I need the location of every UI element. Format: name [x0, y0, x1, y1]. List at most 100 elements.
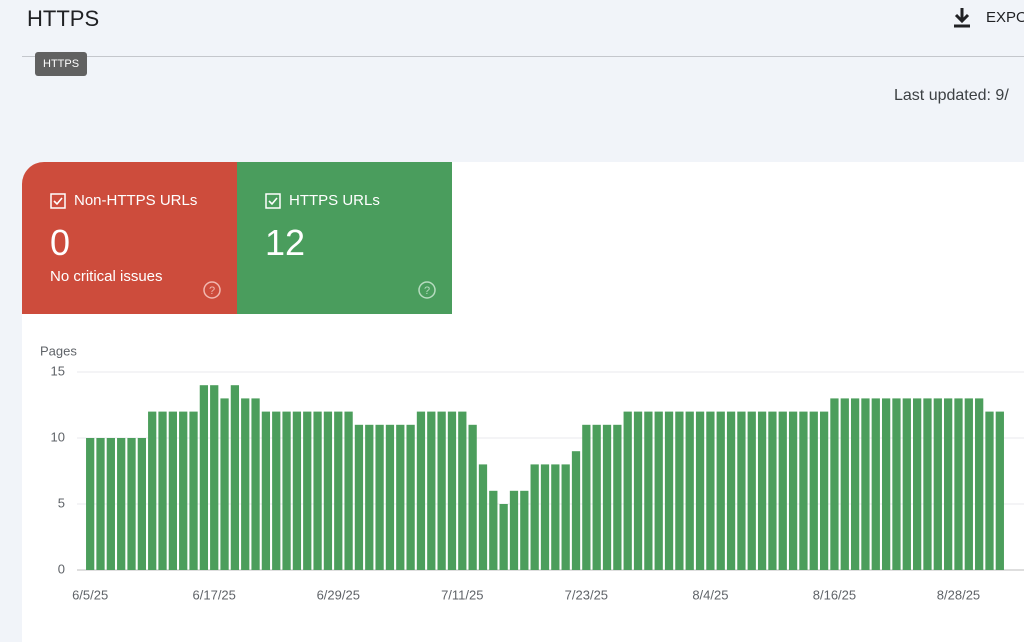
bar: [602, 424, 612, 570]
page-title: HTTPS: [27, 6, 100, 31]
bar: [757, 411, 767, 570]
bar: [148, 411, 157, 570]
bar: [520, 490, 529, 570]
bar: [437, 411, 446, 570]
bar: [458, 411, 467, 570]
bar: [344, 411, 353, 570]
bar: [375, 424, 384, 570]
bar: [571, 451, 581, 570]
bar: [685, 411, 694, 570]
bar: [819, 411, 829, 570]
bar: [179, 411, 188, 570]
bar: [954, 398, 963, 570]
card-non-https[interactable]: Non-HTTPS URLs 0 No critical issues ?: [22, 162, 237, 314]
bar: [241, 398, 250, 570]
bar: [964, 398, 973, 570]
bar: [644, 411, 653, 570]
card-label: Non-HTTPS URLs: [74, 192, 198, 209]
bar: [726, 411, 736, 570]
bar: [778, 411, 787, 570]
bar: [902, 398, 911, 570]
x-tick-label: 8/16/25: [813, 587, 856, 602]
card-https[interactable]: HTTPS URLs 12 ?: [237, 162, 452, 314]
y-tick-label: 15: [51, 363, 65, 378]
bar: [127, 438, 136, 570]
bar: [716, 411, 725, 570]
x-tick-label: 6/5/25: [72, 587, 108, 602]
bar: [427, 411, 436, 570]
bar: [861, 398, 870, 570]
y-tick-label: 5: [58, 495, 65, 510]
bar: [706, 411, 715, 570]
x-tick-label: 8/4/25: [692, 587, 728, 602]
bar: [385, 424, 395, 570]
bar: [499, 504, 508, 570]
bar: [933, 398, 942, 570]
svg-text:?: ?: [209, 285, 215, 297]
bar: [406, 424, 415, 570]
bar: [561, 464, 570, 570]
bar: [623, 411, 632, 570]
bar: [799, 411, 808, 570]
divider: [22, 56, 1024, 57]
x-tick-label: 6/29/25: [317, 587, 360, 602]
bar: [985, 411, 994, 570]
bar: [220, 398, 229, 570]
bar: [995, 411, 1004, 570]
bar: [261, 411, 271, 570]
bar: [189, 411, 198, 570]
bar: [551, 464, 560, 570]
bar: [975, 398, 984, 570]
help-icon[interactable]: ?: [417, 280, 437, 300]
card-value: 0: [50, 222, 71, 263]
bar: [871, 398, 880, 570]
tooltip: HTTPS: [35, 52, 88, 76]
bar: [788, 411, 798, 570]
bar: [654, 411, 663, 570]
bar: [447, 411, 457, 570]
y-tick-label: 0: [58, 561, 65, 576]
bar: [613, 424, 622, 570]
bar: [230, 385, 240, 570]
bar: [313, 411, 322, 570]
export-label: EXPO: [986, 8, 1024, 26]
bar: [365, 424, 374, 570]
y-tick-label: 10: [51, 429, 65, 444]
card-label: HTTPS URLs: [289, 192, 380, 209]
checkbox[interactable]: [265, 192, 281, 209]
x-tick-label: 8/28/25: [937, 587, 980, 602]
bar: [923, 398, 932, 570]
checkbox[interactable]: [50, 192, 66, 209]
bar: [540, 464, 550, 570]
bar: [830, 398, 839, 570]
x-tick-label: 7/11/25: [441, 587, 483, 602]
bar: [334, 411, 343, 570]
bar: [303, 411, 312, 570]
bar: [664, 411, 674, 570]
bar: [106, 438, 115, 570]
bar: [489, 490, 498, 570]
bar: [168, 411, 177, 570]
bar: [695, 411, 705, 570]
svg-text:?: ?: [424, 285, 430, 297]
bar: [251, 398, 260, 570]
bar: [86, 438, 95, 570]
y-axis-title: Pages: [40, 343, 77, 358]
download-icon: [954, 8, 970, 28]
help-icon[interactable]: ?: [202, 280, 222, 300]
bar: [468, 424, 477, 570]
bar: [96, 438, 105, 570]
export-button[interactable]: EXPO: [952, 6, 1024, 28]
bar: [944, 398, 953, 570]
bar: [809, 411, 818, 570]
bar: [416, 411, 426, 570]
bar: [892, 398, 901, 570]
bar: [530, 464, 539, 570]
x-tick-label: 6/17/25: [193, 587, 236, 602]
bar: [737, 411, 746, 570]
bar: [272, 411, 281, 570]
bar: [633, 411, 643, 570]
bar: [117, 438, 126, 570]
